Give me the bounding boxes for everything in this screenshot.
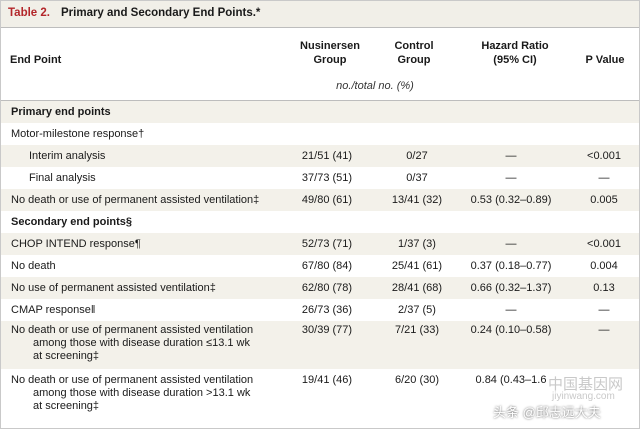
header-nusinersen-line1: Nusinersen [300,40,360,52]
header-nusinersen-line2: Group [313,54,347,66]
nusinersen-value: 19/41 (46) [301,374,353,386]
hazard-ratio-value: — [505,172,517,184]
control-value: 28/41 (68) [391,282,443,294]
header-nusinersen: Nusinersen Group [290,39,370,67]
row-label: Interim analysis [29,150,106,162]
table-row: No death or use of permanent assisted ve… [1,369,639,425]
hazard-ratio-value: 0.66 (0.32–1.37) [470,282,552,294]
nusinersen-value: 21/51 (41) [301,150,353,162]
table-row: No use of permanent assisted ventilation… [1,277,639,299]
table-row: CMAP response‖ 26/73 (36) 2/37 (5) — — [1,299,639,321]
hazard-ratio-value: 0.24 (0.10–0.58) [470,324,552,336]
row-label: Motor-milestone response† [11,128,145,140]
row-label: No death or use of permanent assisted ve… [11,194,260,206]
nusinersen-value: 30/39 (77) [301,324,353,336]
table-row: CHOP INTEND response¶ 52/73 (71) 1/37 (3… [1,233,639,255]
table-row: Primary end points [1,101,639,123]
hazard-ratio-value: — [505,150,517,162]
hazard-ratio-value: 0.84 (0.43–1.6 [475,374,547,386]
row-label: CHOP INTEND response¶ [11,238,141,250]
hazard-ratio-value: — [505,304,517,316]
header-end-point: End Point [10,54,62,66]
header-control-line1: Control [394,40,434,52]
row-label: No death or use of permanent assisted ve… [11,374,281,413]
row-label: No death [11,260,56,272]
nusinersen-value: 67/80 (84) [301,260,353,272]
hazard-ratio-value: 0.53 (0.32–0.89) [470,194,552,206]
header-control-line2: Group [397,54,431,66]
p-value: — [598,324,610,336]
table-row: Secondary end points§ [1,211,639,233]
control-value: 0/27 [406,150,428,162]
control-value: 25/41 (61) [391,260,443,272]
row-label: CMAP response‖ [11,304,96,316]
row-label: Final analysis [29,172,96,184]
row-label-line2: among those with disease duration ≤13.1 … [33,337,250,349]
table-title: Primary and Secondary End Points.* [61,7,261,19]
p-value: — [598,304,610,316]
watermark-site-name: 中国基因网 [548,376,624,393]
table-row: No death or use of permanent assisted ve… [1,189,639,211]
table-row: No death or use of permanent assisted ve… [1,321,639,369]
table-row: Interim analysis 21/51 (41) 0/27 — <0.00… [1,145,639,167]
nusinersen-value: 37/73 (51) [301,172,353,184]
nusinersen-value: 62/80 (78) [301,282,353,294]
table-number: Table 2. [8,7,50,19]
nusinersen-value: 49/80 (61) [301,194,353,206]
p-value: 0.13 [593,282,615,294]
row-label-line3: at screening‡ [33,350,100,362]
header-divider [1,100,639,101]
control-value: 0/37 [406,172,428,184]
row-label-line1: No death or use of permanent assisted ve… [11,374,254,386]
row-label-line2: among those with disease duration >13.1 … [33,387,251,399]
nusinersen-value: 52/73 (71) [301,238,353,250]
header-hazard-ratio-line2: (95% CI) [493,54,537,66]
p-value: <0.001 [587,150,621,162]
table-title-bar: Table 2. Primary and Secondary End Point… [1,1,639,28]
header-hazard-ratio-line1: Hazard Ratio [481,40,549,52]
header-hazard-ratio: Hazard Ratio (95% CI) [470,39,560,67]
header-p-value: P Value [585,54,625,66]
p-value: 0.004 [590,260,618,272]
row-label: Secondary end points§ [11,216,133,228]
row-label: No death or use of permanent assisted ve… [11,324,281,363]
table-row: No death 67/80 (84) 25/41 (61) 0.37 (0.1… [1,255,639,277]
watermark-author: 头条 @邱志远大夫 [493,405,601,420]
control-value: 13/41 (32) [391,194,443,206]
hazard-ratio-value: 0.37 (0.18–0.77) [470,260,552,272]
row-label: Primary end points [11,106,111,118]
row-label-line1: No death or use of permanent assisted ve… [11,324,254,336]
p-value: <0.001 [587,238,621,250]
control-value: 6/20 (30) [394,374,440,386]
watermark-site-url: jiyinwang.com [552,391,615,402]
header-control: Control Group [377,39,451,67]
row-label: No use of permanent assisted ventilation… [11,282,216,294]
control-value: 1/37 (3) [398,238,436,250]
hazard-ratio-value: — [505,238,517,250]
p-value: — [598,172,610,184]
table-row: Motor-milestone response† [1,123,639,145]
table-row: Final analysis 37/73 (51) 0/37 — — [1,167,639,189]
control-value: 7/21 (33) [394,324,440,336]
row-label-line3: at screening‡ [33,400,100,412]
p-value: 0.005 [590,194,618,206]
nusinersen-value: 26/73 (36) [301,304,353,316]
control-value: 2/37 (5) [398,304,436,316]
units-label: no./total no. (%) [336,80,414,92]
